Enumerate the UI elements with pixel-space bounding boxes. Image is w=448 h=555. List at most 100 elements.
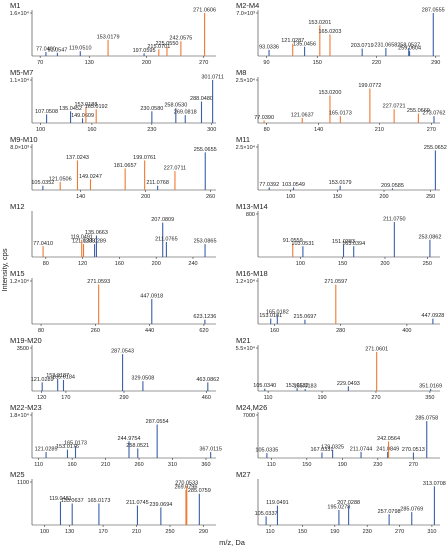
x-tick-label: 290 [199, 529, 208, 535]
peak-label: 367.0115 [199, 447, 222, 453]
peak-label: 287.0554 [146, 419, 169, 425]
peak-label: 165.0183 [294, 384, 317, 390]
x-tick-label: 130 [85, 60, 94, 66]
peak-label: 153.0181 [259, 313, 282, 319]
peak-label: 211.0768 [146, 180, 169, 186]
x-tick-label: 200 [142, 60, 151, 66]
peak-label: 77.0392 [259, 182, 279, 188]
x-tick-label: 220 [372, 60, 381, 66]
y-axis-label: Intensity, cps [0, 248, 9, 291]
peak-label: 105.0337 [255, 511, 278, 517]
x-tick-label: 270 [427, 127, 436, 133]
peak-label: 135.0452 [59, 106, 82, 112]
panel-title: M22-M23 [10, 403, 42, 412]
peak-label: 135.0663 [85, 230, 108, 236]
peak-label: 253.0865 [194, 239, 217, 245]
peak-label: 447.0928 [421, 313, 444, 319]
x-tick-label: 230 [373, 462, 382, 468]
peak-label: 165.0182 [266, 310, 289, 316]
peak-label: 285.0769 [400, 507, 423, 513]
x-tick-label: 440 [145, 328, 154, 334]
x-tick-label: 270 [409, 462, 418, 468]
peak-label: 121.0637 [291, 112, 314, 118]
peak-label: 151.0383 [332, 239, 355, 245]
x-tick-label: 260 [134, 462, 143, 468]
peak-label: 207.0809 [151, 217, 174, 223]
x-tick-label: 250 [423, 261, 432, 267]
x-tick-label: 230 [147, 127, 156, 133]
peak-label: 167.0331 [310, 447, 333, 453]
peak-label: 103.0531 [291, 241, 314, 247]
peak-label: 230.0580 [140, 106, 163, 112]
x-tick-label: 110 [266, 529, 275, 535]
y-tick-label: 1.2×10⁴ [10, 278, 30, 285]
x-tick-label: 150 [338, 261, 347, 267]
peak-label: 93.0336 [259, 44, 279, 50]
peak-label: 165.0173 [87, 498, 110, 504]
peak-label: 103.0549 [282, 182, 305, 188]
x-tick-label: 80 [38, 328, 44, 334]
peak-label: 199.0761 [133, 155, 156, 161]
peak-label: 149.0247 [79, 174, 102, 180]
x-tick-label: 80 [43, 261, 49, 267]
y-tick-label: 1.8×10⁴ [10, 412, 30, 419]
peak-label: 77.0400 [36, 46, 56, 52]
peak-label: 285.0758 [415, 416, 438, 422]
x-tick-label: 110 [34, 462, 43, 468]
x-axis-label: m/z, Da [219, 538, 246, 547]
peak-label: 253.0862 [418, 234, 441, 240]
panel-title: M1 [10, 1, 20, 10]
x-tick-label: 100 [296, 261, 305, 267]
panel-title: M13-M14 [236, 202, 268, 211]
y-tick-label: 800 [246, 212, 255, 218]
x-tick-label: 210 [132, 529, 141, 535]
peak-label: 255.0655 [194, 147, 217, 153]
y-tick-label: 1.2×10⁴ [236, 278, 256, 285]
peak-label: 271.0597 [324, 279, 347, 285]
peak-label: 211.0745 [126, 500, 149, 506]
peak-label: 199.0772 [358, 83, 381, 89]
y-tick-label: 3500 [17, 346, 29, 352]
peak-label: 119.0491 [266, 500, 289, 506]
peak-label: 271.0606 [193, 8, 216, 14]
peak-label: 239.0694 [149, 502, 172, 508]
x-tick-label: 310 [168, 462, 177, 468]
peak-label: 107.0508 [35, 109, 58, 115]
panel-title: M9-M10 [10, 135, 38, 144]
peak-label: 91.0547 [47, 47, 67, 53]
peak-label: 133.0637 [61, 498, 84, 504]
x-tick-label: 150 [298, 529, 307, 535]
panel-title: M2-M4 [236, 1, 259, 10]
peak-label: 271.0601 [365, 346, 388, 352]
x-tick-label: 160 [87, 127, 96, 133]
peak-label: 211.0744 [350, 446, 373, 452]
x-tick-label: 260 [91, 328, 100, 334]
peak-label: 227.0711 [164, 166, 187, 172]
peak-label: 203.0719 [351, 43, 374, 49]
peak-label: 165.0203 [318, 29, 341, 35]
peak-label: 165.0192 [85, 104, 108, 110]
x-tick-label: 120 [37, 395, 46, 401]
peak-label: 259.0604 [398, 46, 421, 52]
peak-label: 121.0287 [281, 38, 304, 44]
panel-title: M25 [10, 470, 25, 479]
x-tick-label: 310 [427, 529, 436, 535]
peak-label: 255.0669 [407, 108, 430, 114]
panel-title: M27 [236, 470, 251, 479]
y-tick-label: 1100 [17, 480, 29, 486]
x-tick-label: 290 [119, 395, 128, 401]
peak-label: 105.0352 [31, 180, 54, 186]
x-tick-label: 110 [264, 395, 273, 401]
x-tick-label: 150 [333, 194, 342, 200]
x-tick-label: 280 [336, 328, 345, 334]
peak-label: 269.0796 [174, 484, 197, 490]
x-tick-label: 230 [363, 529, 372, 535]
peak-label: 258.0527 [397, 43, 420, 49]
peak-label: 179.0325 [321, 445, 344, 451]
x-tick-label: 250 [165, 529, 174, 535]
peak-label: 258.0530 [164, 103, 187, 109]
peak-label: 197.0595 [133, 48, 156, 54]
x-tick-label: 100 [40, 529, 49, 535]
panel-title: M5-M7 [10, 68, 33, 77]
